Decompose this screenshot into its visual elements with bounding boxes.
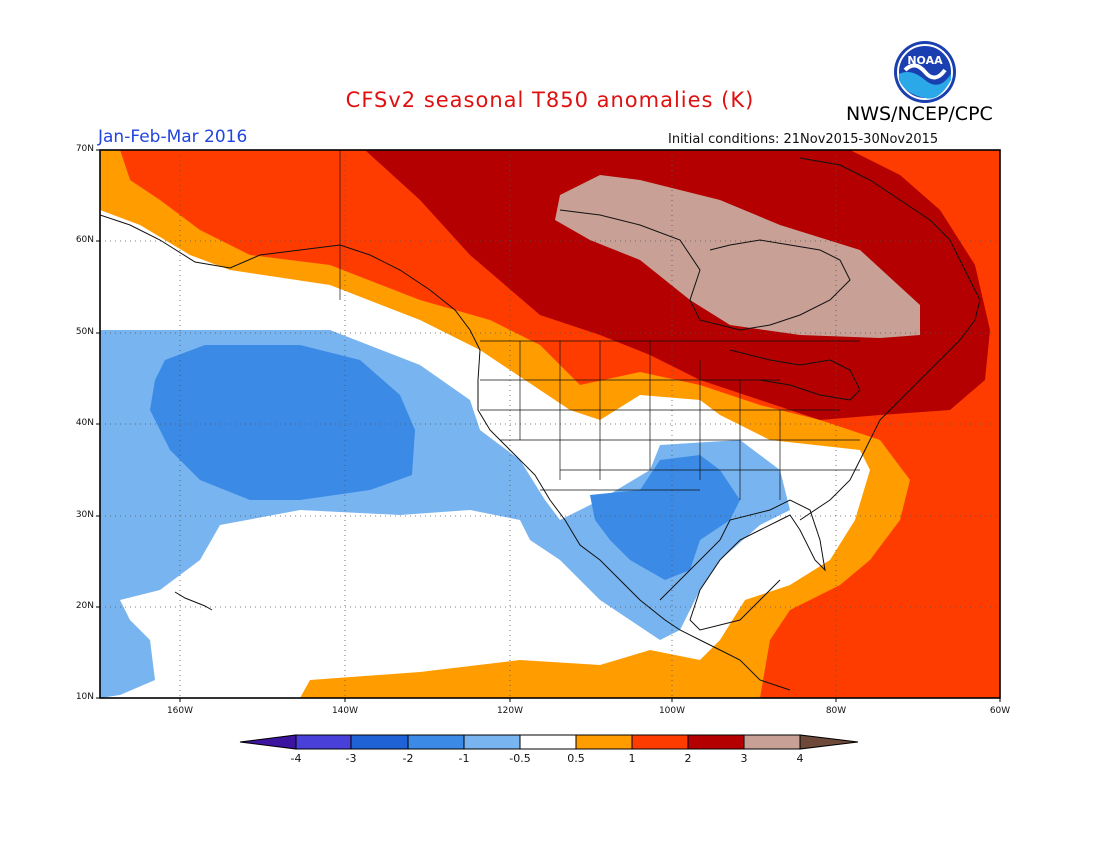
colorbar-label-m05: -0.5 [509,752,531,765]
colorbar-p05-1 [575,734,633,750]
lon-label-140w: 140W [331,706,359,716]
lon-label-160w: 160W [166,706,194,716]
initial-conditions: Initial conditions: 21Nov2015-30Nov2015 [668,132,939,147]
lat-label-30n: 30N [75,510,94,520]
political-boundaries [339,150,860,500]
colorbar-m2-m1 [407,734,465,750]
colorbar-label-p4: 4 [796,752,804,765]
colorbar-m4-m3 [295,734,352,750]
colorbar-label-p2: 2 [684,752,692,765]
colorbar-label-m1: -1 [458,752,470,765]
colorbar-label-m2: -2 [402,752,414,765]
lat-label-60n: 60N [75,235,94,245]
noaa-logo: NOAA [894,41,956,103]
colorbar-label-p05: 0.5 [567,752,585,765]
colorbar-label-m3: -3 [345,752,357,765]
axis-ticks [96,149,1001,702]
warm-band-3-4 [555,175,920,338]
agency-label: NWS/NCEP/CPC [846,103,993,125]
colorbar-label-p3: 3 [740,752,748,765]
cool-band-m2-m1-mexico [590,455,740,580]
warm-band-alaska-coast [100,150,130,190]
chart-title: CFSv2 seasonal T850 anomalies (K) [345,88,755,112]
lat-lon-grid [100,150,1000,698]
colorbar [239,734,859,750]
svg-text:NOAA: NOAA [907,54,943,67]
cool-band-m2-m1-pacific [150,345,415,500]
colorbar-m1-m05 [463,734,521,750]
lon-label-80w: 80W [825,706,847,716]
colorbar-p3-4 [743,734,801,750]
lon-label-100w: 100W [658,706,686,716]
lon-label-120w: 120W [496,706,524,716]
forecast-period: Jan-Feb-Mar 2016 [98,127,248,147]
lat-label-20n: 20N [75,601,94,611]
colorbar-label-p1: 1 [628,752,636,765]
colorbar-gt-4 [799,734,859,750]
lat-label-50n: 50N [75,327,94,337]
lat-label-10n: 10N [75,692,94,702]
lat-label-70n: 70N [75,144,94,154]
lat-label-40n: 40N [75,418,94,428]
colorbar-p1-2 [631,734,689,750]
colorbar-lt-m4 [239,734,297,750]
colorbar-p2-3 [687,734,745,750]
colorbar-m3-m2 [350,734,409,750]
lon-label-60w: 60W [989,706,1011,716]
colorbar-neutral [519,734,577,750]
coastlines [100,157,981,691]
colorbar-label-m4: -4 [290,752,302,765]
